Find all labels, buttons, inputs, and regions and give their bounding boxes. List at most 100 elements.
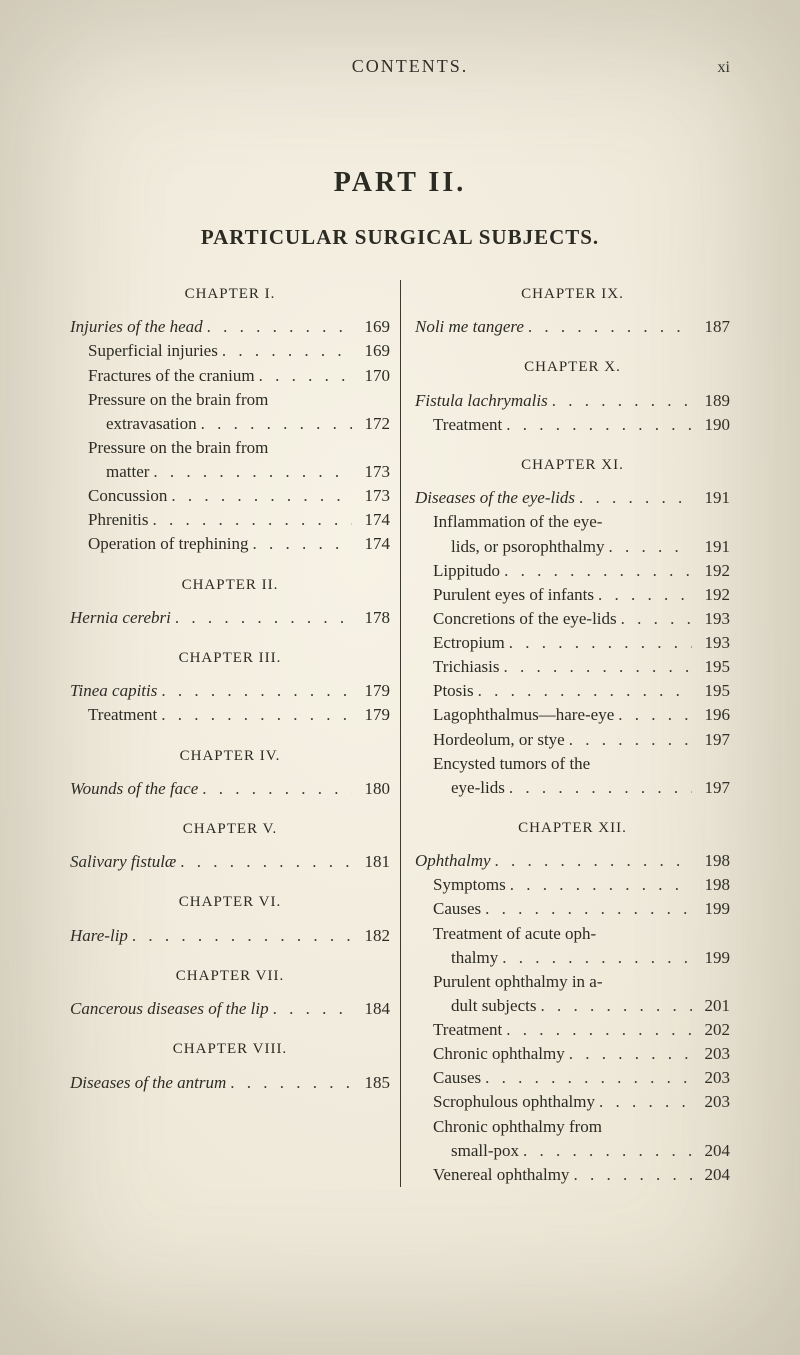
- toc-entry-title: thalmy: [415, 946, 498, 970]
- toc-leader-dots: . . . . . . . . . . . . . . . . . . . . …: [617, 607, 692, 631]
- chapter-heading: CHAPTER I.: [70, 284, 390, 305]
- toc-entry-page: 174: [352, 508, 390, 532]
- toc-entry-page: 197: [692, 728, 730, 752]
- toc-entry-title: Pressure on the brain from: [70, 388, 268, 412]
- chapter-heading: CHAPTER V.: [70, 819, 390, 840]
- toc-leader-dots: . . . . . . . . . . . . . . . . . . . . …: [157, 703, 352, 727]
- toc-entry: Concretions of the eye-lids. . . . . . .…: [415, 607, 730, 631]
- toc-leader-dots: . . . . . . . . . . . . . . . . . . . . …: [565, 728, 692, 752]
- book-page: CONTENTS. xi PART II. PARTICULAR SURGICA…: [0, 0, 800, 1355]
- toc-entry-page: 187: [692, 315, 730, 339]
- toc-leader-dots: . . . . . . . . . . . . . . . . . . . . …: [198, 777, 352, 801]
- toc-entry: Scrophulous ophthalmy. . . . . . . . . .…: [415, 1090, 730, 1114]
- toc-entry-page: 169: [352, 315, 390, 339]
- toc-entry: Superficial injuries. . . . . . . . . . …: [70, 339, 390, 363]
- toc-entry-page: 173: [352, 484, 390, 508]
- toc-entry-title: Hordeolum, or stye: [415, 728, 565, 752]
- toc-entry-page: 193: [692, 607, 730, 631]
- toc-entry-page: 203: [692, 1042, 730, 1066]
- toc-leader-dots: . . . . . . . . . . . . . . . . . . . . …: [149, 460, 352, 484]
- toc-entry-page: 202: [692, 1018, 730, 1042]
- toc-entry-title: Salivary fistulæ: [70, 850, 176, 874]
- toc-entry-title: Treatment: [70, 703, 157, 727]
- toc-leader-dots: . . . . . . . . . . . . . . . . . . . . …: [255, 364, 352, 388]
- toc-entry-page: 182: [352, 924, 390, 948]
- toc-entry: Symptoms. . . . . . . . . . . . . . . . …: [415, 873, 730, 897]
- toc-entry: Operation of trephining. . . . . . . . .…: [70, 532, 390, 556]
- toc-entry-title: Symptoms: [415, 873, 506, 897]
- toc-entry: Lippitudo. . . . . . . . . . . . . . . .…: [415, 559, 730, 583]
- toc-entry-title: Chronic ophthalmy: [415, 1042, 565, 1066]
- toc-entry-title: Treatment of acute oph-: [415, 922, 596, 946]
- toc-entry: Concussion. . . . . . . . . . . . . . . …: [70, 484, 390, 508]
- toc-entry: Ophthalmy. . . . . . . . . . . . . . . .…: [415, 849, 730, 873]
- chapter-heading: CHAPTER VI.: [70, 892, 390, 913]
- toc-entry: Diseases of the eye-lids. . . . . . . . …: [415, 486, 730, 510]
- toc-entry: Treatment. . . . . . . . . . . . . . . .…: [415, 413, 730, 437]
- toc-entry-title: Diseases of the eye-lids: [415, 486, 575, 510]
- toc-entry-title: Phrenitis: [70, 508, 148, 532]
- toc-entry: extravasation. . . . . . . . . . . . . .…: [70, 412, 390, 436]
- toc-entry-continuation: Purulent ophthalmy in a-: [415, 970, 730, 994]
- toc-columns: CHAPTER I.Injuries of the head. . . . . …: [70, 280, 730, 1187]
- toc-entry-title: Chronic ophthalmy from: [415, 1115, 602, 1139]
- toc-entry: Injuries of the head. . . . . . . . . . …: [70, 315, 390, 339]
- toc-entry-page: 179: [352, 679, 390, 703]
- toc-entry: Chronic ophthalmy. . . . . . . . . . . .…: [415, 1042, 730, 1066]
- toc-entry: Hare-lip. . . . . . . . . . . . . . . . …: [70, 924, 390, 948]
- toc-entry-page: 199: [692, 897, 730, 921]
- toc-entry-title: Superficial injuries: [70, 339, 218, 363]
- toc-entry-title: Treatment: [415, 1018, 502, 1042]
- toc-entry-title: Concretions of the eye-lids: [415, 607, 617, 631]
- toc-entry-page: 170: [352, 364, 390, 388]
- toc-entry-continuation: Encysted tumors of the: [415, 752, 730, 776]
- toc-leader-dots: . . . . . . . . . . . . . . . . . . . . …: [498, 946, 692, 970]
- toc-leader-dots: . . . . . . . . . . . . . . . . . . . . …: [128, 924, 352, 948]
- chapter-heading: CHAPTER III.: [70, 648, 390, 669]
- toc-entry-page: 199: [692, 946, 730, 970]
- toc-entry: Salivary fistulæ. . . . . . . . . . . . …: [70, 850, 390, 874]
- toc-leader-dots: . . . . . . . . . . . . . . . . . . . . …: [519, 1139, 692, 1163]
- toc-leader-dots: . . . . . . . . . . . . . . . . . . . . …: [269, 997, 352, 1021]
- toc-entry-title: Venereal ophthalmy: [415, 1163, 569, 1187]
- toc-entry: matter. . . . . . . . . . . . . . . . . …: [70, 460, 390, 484]
- toc-entry-title: Causes: [415, 897, 481, 921]
- toc-entry-title: Fistula lachrymalis: [415, 389, 548, 413]
- toc-leader-dots: . . . . . . . . . . . . . . . . . . . . …: [536, 994, 692, 1018]
- toc-entry-page: 195: [692, 655, 730, 679]
- toc-entry-title: Hare-lip: [70, 924, 128, 948]
- toc-entry-title: Scrophulous ophthalmy: [415, 1090, 595, 1114]
- toc-entry-title: Injuries of the head: [70, 315, 203, 339]
- toc-entry-page: 184: [352, 997, 390, 1021]
- chapter-heading: CHAPTER IV.: [70, 746, 390, 767]
- toc-entry-page: 195: [692, 679, 730, 703]
- toc-entry-title: small-pox: [415, 1139, 519, 1163]
- toc-column-left: CHAPTER I.Injuries of the head. . . . . …: [70, 280, 400, 1187]
- toc-leader-dots: . . . . . . . . . . . . . . . . . . . . …: [502, 413, 692, 437]
- toc-entry-title: Wounds of the face: [70, 777, 198, 801]
- toc-leader-dots: . . . . . . . . . . . . . . . . . . . . …: [575, 486, 692, 510]
- toc-entry: Trichiasis. . . . . . . . . . . . . . . …: [415, 655, 730, 679]
- toc-entry: Hernia cerebri. . . . . . . . . . . . . …: [70, 606, 390, 630]
- toc-entry-title: Cancerous diseases of the lip: [70, 997, 269, 1021]
- toc-leader-dots: . . . . . . . . . . . . . . . . . . . . …: [171, 606, 352, 630]
- toc-entry-page: 197: [692, 776, 730, 800]
- toc-entry: Purulent eyes of infants. . . . . . . . …: [415, 583, 730, 607]
- toc-entry-page: 203: [692, 1090, 730, 1114]
- toc-entry-page: 204: [692, 1163, 730, 1187]
- toc-leader-dots: . . . . . . . . . . . . . . . . . . . . …: [614, 703, 692, 727]
- toc-entry-title: Purulent eyes of infants: [415, 583, 594, 607]
- toc-entry-page: 198: [692, 873, 730, 897]
- toc-entry-continuation: Inflammation of the eye-: [415, 510, 730, 534]
- toc-entry-page: 203: [692, 1066, 730, 1090]
- toc-entry-title: Noli me tangere: [415, 315, 524, 339]
- toc-entry: Ectropium. . . . . . . . . . . . . . . .…: [415, 631, 730, 655]
- toc-column-right: CHAPTER IX.Noli me tangere. . . . . . . …: [400, 280, 730, 1187]
- toc-entry-page: 196: [692, 703, 730, 727]
- toc-entry-title: Lagophthalmus—hare-eye: [415, 703, 614, 727]
- toc-entry: dult subjects. . . . . . . . . . . . . .…: [415, 994, 730, 1018]
- toc-leader-dots: . . . . . . . . . . . . . . . . . . . . …: [167, 484, 352, 508]
- toc-entry: Hordeolum, or stye. . . . . . . . . . . …: [415, 728, 730, 752]
- toc-leader-dots: . . . . . . . . . . . . . . . . . . . . …: [604, 535, 692, 559]
- toc-leader-dots: . . . . . . . . . . . . . . . . . . . . …: [500, 559, 692, 583]
